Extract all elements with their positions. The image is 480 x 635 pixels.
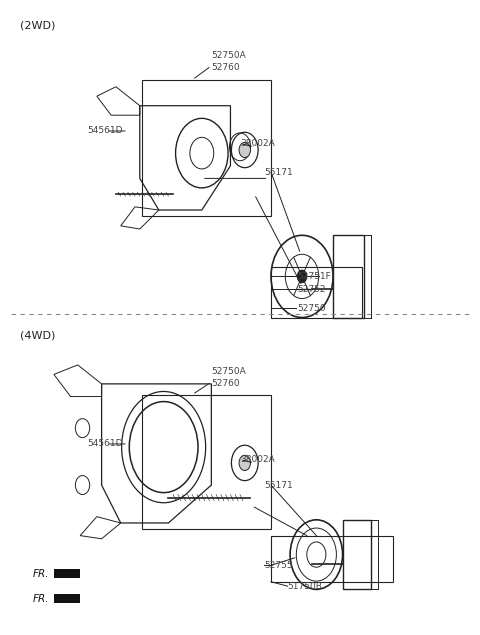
Circle shape <box>297 270 307 283</box>
Text: 52755: 52755 <box>264 561 292 570</box>
Circle shape <box>239 455 251 471</box>
Text: 52750A: 52750A <box>211 51 246 60</box>
Text: 38002A: 38002A <box>240 139 275 148</box>
Text: 54561D: 54561D <box>87 126 123 135</box>
Text: 52750A: 52750A <box>211 367 246 376</box>
Polygon shape <box>54 594 80 603</box>
Text: 52760: 52760 <box>211 64 240 72</box>
Circle shape <box>239 142 251 157</box>
Text: 52751F: 52751F <box>297 272 331 281</box>
Text: 52752: 52752 <box>297 284 326 293</box>
Text: 54561D: 54561D <box>87 439 123 448</box>
Text: (2WD): (2WD) <box>21 20 56 30</box>
Text: (4WD): (4WD) <box>21 330 56 340</box>
Polygon shape <box>54 569 80 578</box>
Text: FR.: FR. <box>33 594 49 604</box>
Text: 52760: 52760 <box>211 379 240 389</box>
Text: 55171: 55171 <box>264 168 293 177</box>
Text: 52750: 52750 <box>297 304 326 312</box>
Text: 38002A: 38002A <box>240 455 275 464</box>
Text: 55171: 55171 <box>264 481 293 490</box>
Text: 51750B: 51750B <box>288 582 323 591</box>
Text: FR.: FR. <box>33 568 49 578</box>
